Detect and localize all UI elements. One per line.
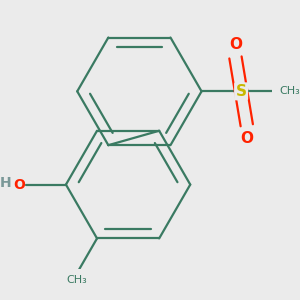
Text: CH₃: CH₃: [279, 86, 300, 96]
Text: H: H: [0, 176, 12, 190]
Text: CH₃: CH₃: [67, 275, 88, 286]
Text: O: O: [229, 37, 242, 52]
Text: O: O: [240, 131, 253, 146]
Text: S: S: [236, 84, 247, 99]
Text: O: O: [13, 178, 25, 192]
